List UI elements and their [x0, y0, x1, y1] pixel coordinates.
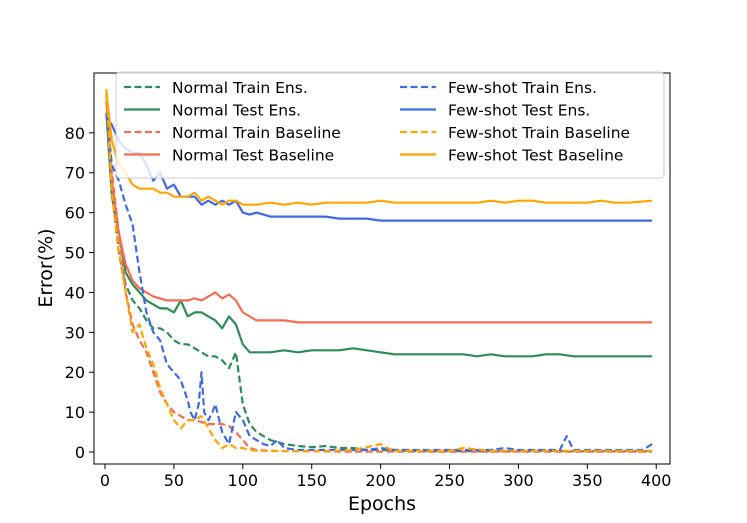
legend-label-few-shot-train-ens: Few-shot Train Ens. — [448, 79, 597, 97]
series-line-few-shot-test-baseline — [105, 92, 653, 206]
y-tick-label: 50 — [65, 244, 85, 263]
series-line-few-shot-train-ens — [105, 112, 653, 452]
x-tick-label: 350 — [572, 471, 603, 490]
x-tick-label: 0 — [100, 471, 110, 490]
series-line-normal-train-ens — [105, 100, 653, 453]
x-tick-label: 250 — [434, 471, 465, 490]
x-tick-label: 300 — [503, 471, 534, 490]
y-tick-label: 30 — [65, 323, 85, 342]
x-tick-label: 400 — [641, 471, 672, 490]
x-tick-label: 200 — [365, 471, 396, 490]
x-tick-label: 50 — [164, 471, 184, 490]
legend-label-few-shot-test-baseline: Few-shot Test Baseline — [448, 147, 623, 165]
y-tick-label: 40 — [65, 283, 85, 302]
legend: Normal Train Ens. Normal Test Ens. Normal … — [115, 71, 665, 179]
legend-label-normal-test-baseline: Normal Test Baseline — [172, 147, 334, 165]
legend-box — [115, 71, 665, 179]
legend-label-normal-train-ens: Normal Train Ens. — [172, 79, 308, 97]
series-line-normal-test-baseline — [105, 100, 653, 324]
series-line-few-shot-train-baseline — [105, 88, 653, 453]
series-layer — [105, 88, 653, 453]
y-axis: 0 10 20 30 40 50 60 70 80 — [65, 124, 94, 462]
x-tick-label: 100 — [228, 471, 259, 490]
y-axis-label: Error(%) — [35, 228, 57, 307]
legend-label-normal-train-baseline: Normal Train Baseline — [172, 124, 341, 142]
y-tick-label: 80 — [65, 124, 85, 143]
series-line-normal-test-ens — [105, 112, 653, 358]
legend-label-few-shot-test-ens: Few-shot Test Ens. — [448, 102, 590, 120]
x-tick-label: 150 — [296, 471, 327, 490]
y-tick-label: 60 — [65, 204, 85, 223]
y-tick-label: 10 — [65, 403, 85, 422]
x-axis-label: Epochs — [348, 493, 416, 515]
y-tick-label: 70 — [65, 164, 85, 183]
legend-label-few-shot-train-baseline: Few-shot Train Baseline — [448, 124, 630, 142]
y-tick-label: 0 — [75, 443, 85, 462]
x-axis: 0 50 100 150 200 250 300 350 400 — [100, 464, 672, 490]
y-tick-label: 20 — [65, 363, 85, 382]
legend-label-normal-test-ens: Normal Test Ens. — [172, 102, 301, 120]
